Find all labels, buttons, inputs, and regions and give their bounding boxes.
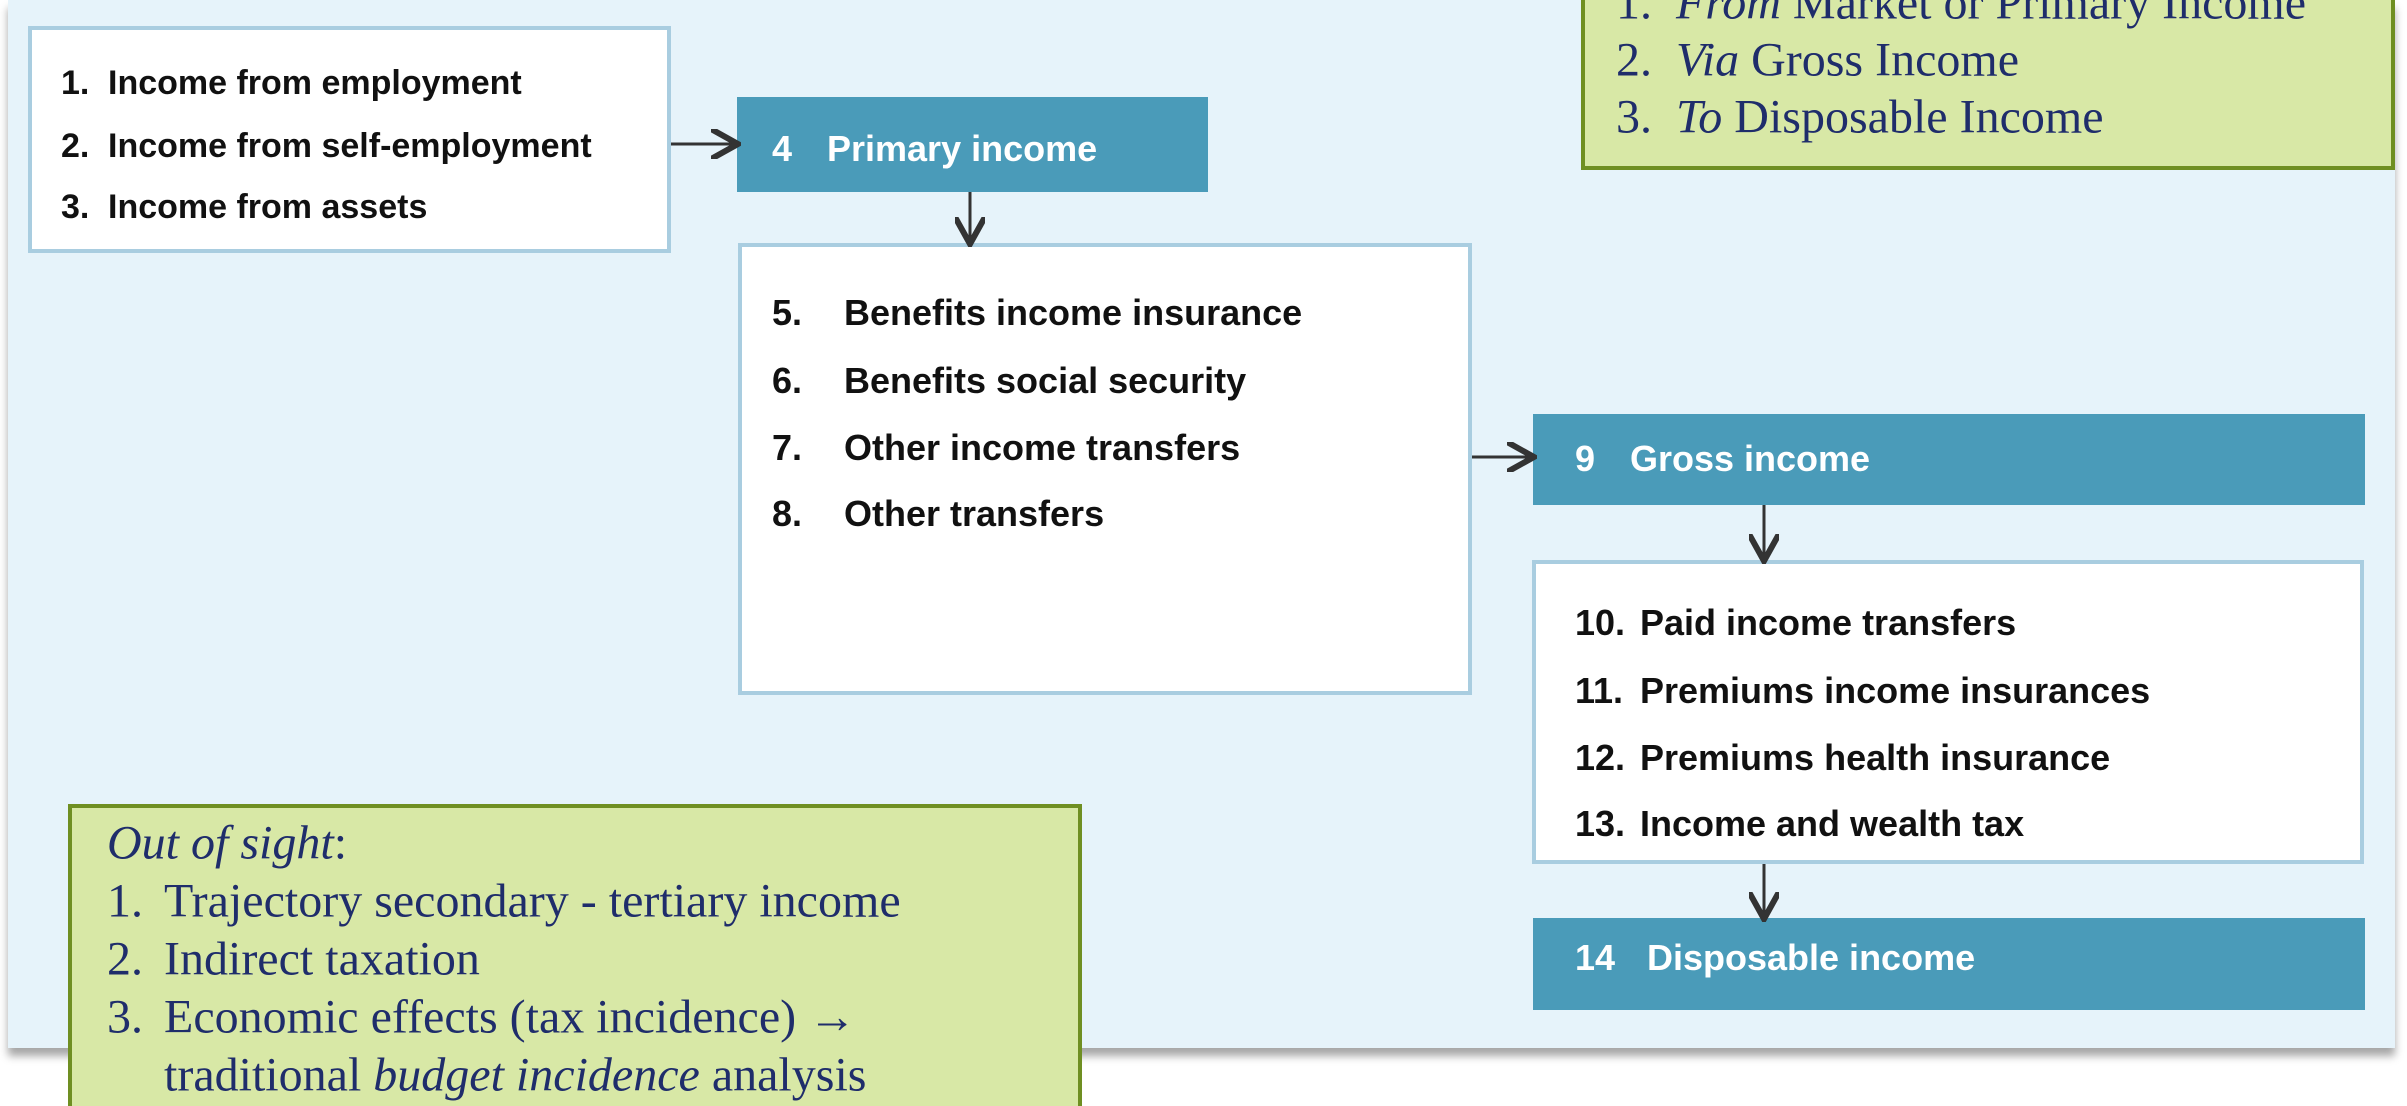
item-label: Premiums income insurances [1640, 670, 2151, 711]
transfers-paid-box [1532, 560, 2364, 864]
note-line: Indirect taxation [164, 932, 480, 987]
text-part: budget incidence [373, 1048, 700, 1102]
text-part: Gross Income [1739, 33, 2020, 87]
item-label: Benefits social security [844, 360, 1247, 401]
item-number: 2. [61, 127, 90, 165]
primary-income-box [737, 97, 1208, 192]
item-number: 5. [772, 292, 803, 333]
box-label: Primary income [827, 128, 1098, 169]
item-number: 3. [61, 188, 90, 226]
text-part: Indirect taxation [164, 932, 480, 986]
note-line: To Disposable Income [1676, 90, 2104, 145]
item-number: 8. [772, 493, 803, 534]
text-part: : [333, 816, 348, 870]
sources-box [28, 26, 671, 253]
note-number: 3. [1616, 90, 1652, 144]
note-number: 1. [107, 874, 143, 928]
gross-income-box [1533, 414, 2365, 505]
note-number: 1. [1616, 0, 1652, 30]
item-label: Income from self-employment [108, 127, 592, 165]
transfers-received-box [738, 243, 1472, 695]
item-number: 11. [1575, 670, 1624, 711]
item-label: Income and wealth tax [1640, 803, 2025, 844]
box-number: 4 [772, 128, 793, 169]
item-label: Premiums health insurance [1640, 737, 2111, 778]
text-part: Trajectory secondary - tertiary income [164, 874, 901, 928]
item-number: 6. [772, 360, 803, 401]
note-line: Economic effects (tax incidence) → [164, 990, 856, 1045]
note-number: 2. [1616, 33, 1652, 87]
text-part: Disposable Income [1722, 90, 2104, 144]
item-label: Other transfers [844, 493, 1105, 534]
item-number: 10. [1575, 602, 1626, 643]
out-of-sight-note-box [68, 804, 1082, 1106]
note-line: traditional budget incidence analysis [164, 1048, 866, 1103]
text-part: Out of sight [107, 816, 334, 870]
note-line: From Market or Primary Income [1676, 0, 2306, 31]
text-part: analysis [699, 1048, 867, 1102]
box-number: 14 [1575, 937, 1616, 978]
disposable-income-box [1533, 918, 2365, 1010]
box-label: Gross income [1630, 438, 1871, 479]
item-label: Benefits income insurance [844, 292, 1303, 333]
item-number: 7. [772, 427, 803, 468]
item-number: 12. [1575, 737, 1626, 778]
text-part: Economic effects (tax incidence) → [164, 990, 857, 1044]
note-number: 2. [107, 932, 143, 986]
item-number: 13. [1575, 803, 1626, 844]
trajectory-note-box [1581, 0, 2395, 170]
note-line: Out of sight: [107, 816, 347, 871]
text-part: From [1676, 0, 1781, 30]
text-part: Market or Primary Income [1780, 0, 2307, 30]
text-part: Via [1676, 33, 1740, 87]
note-number: 3. [107, 990, 143, 1044]
item-label: Other income transfers [844, 427, 1241, 468]
text-part: To [1676, 90, 1723, 144]
item-label: Paid income transfers [1640, 602, 2017, 643]
note-line: Via Gross Income [1676, 33, 2019, 88]
item-number: 1. [61, 64, 90, 102]
box-label: Disposable income [1647, 937, 1976, 978]
text-part: traditional [164, 1048, 374, 1102]
item-label: Income from assets [108, 188, 428, 226]
note-line: Trajectory secondary - tertiary income [164, 874, 901, 929]
box-number: 9 [1575, 438, 1596, 479]
item-label: Income from employment [108, 64, 522, 102]
